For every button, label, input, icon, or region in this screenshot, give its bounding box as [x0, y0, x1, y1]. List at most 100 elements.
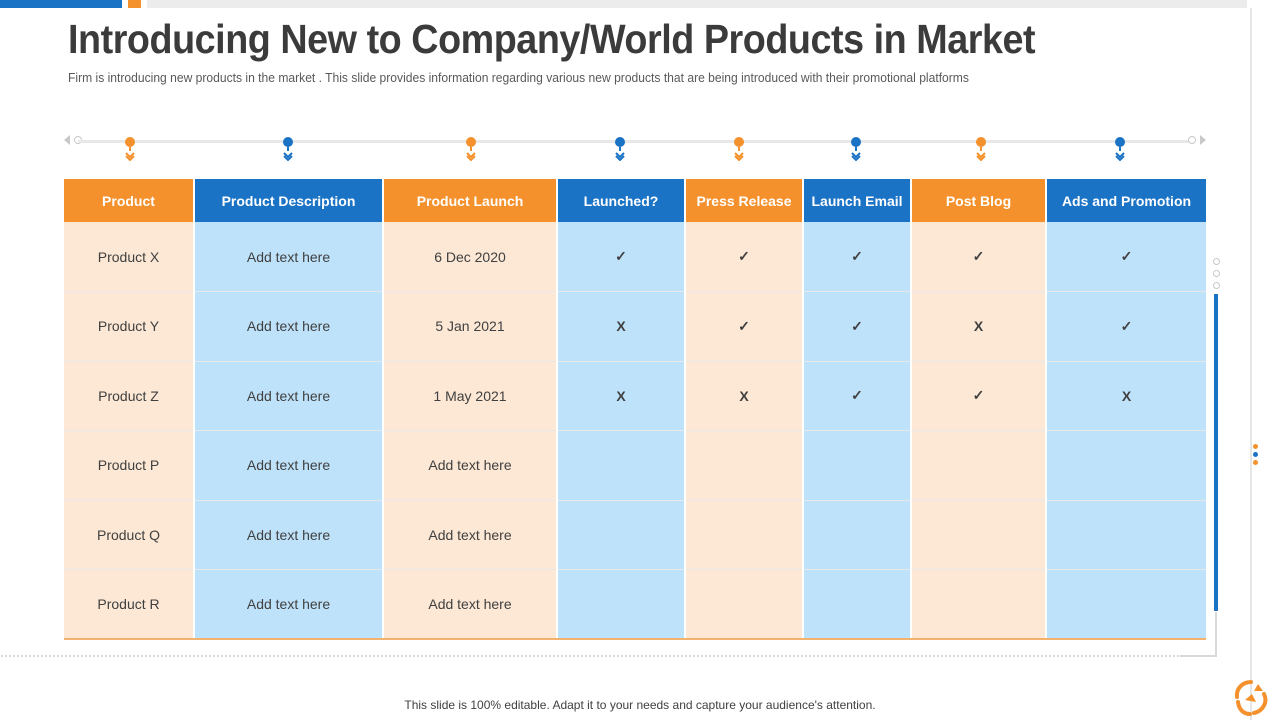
cell-launched: ✓	[557, 222, 686, 292]
cell-ads-promotion	[1046, 569, 1206, 640]
cell-product: Product Z	[64, 361, 195, 431]
cell-ads-promotion	[1046, 500, 1206, 570]
cell-description: Add text here	[194, 430, 384, 501]
slide-subtitle: Firm is introducing new products in the …	[68, 70, 969, 85]
cell-post-blog: ✓	[911, 361, 1047, 431]
table-row: Product Q Add text here Add text here	[64, 500, 1206, 570]
cell-ads-promotion	[1046, 430, 1206, 501]
cell-launch-date: 1 May 2021	[383, 361, 558, 431]
header-product-description: Product Description	[194, 179, 384, 222]
dot-icon	[1253, 444, 1258, 449]
column-timeline	[64, 132, 1206, 172]
cell-press-release: ✓	[685, 222, 804, 292]
cell-ads-promotion: ✓	[1046, 222, 1206, 292]
side-scroll-dots	[1213, 258, 1221, 294]
cell-launched: X	[557, 361, 686, 431]
cell-press-release: X	[685, 361, 804, 431]
header-ads-promotion: Ads and Promotion	[1046, 179, 1206, 222]
cell-launch-date: 5 Jan 2021	[383, 291, 558, 362]
cell-product: Product P	[64, 430, 195, 501]
chevron-down-icon	[615, 152, 625, 161]
cell-launched	[557, 430, 686, 501]
chevron-down-icon	[734, 152, 744, 161]
frame-corner-vertical	[1215, 612, 1217, 656]
dotted-divider	[0, 654, 1180, 658]
cell-description: Add text here	[194, 569, 384, 640]
chevron-down-icon	[125, 152, 135, 161]
cell-launched	[557, 569, 686, 640]
cell-launched	[557, 500, 686, 570]
timeline-end-circle-icon	[1188, 136, 1196, 144]
chevron-down-icon	[283, 152, 293, 161]
timeline-marker-launched	[614, 136, 626, 172]
cell-press-release	[685, 500, 804, 570]
header-product: Product	[64, 179, 195, 222]
product-launch-table: Product Product Description Product Laun…	[64, 179, 1206, 640]
cell-post-blog: X	[911, 291, 1047, 362]
cell-post-blog	[911, 500, 1047, 570]
cell-launch-date: 6 Dec 2020	[383, 222, 558, 292]
chevron-down-icon	[851, 152, 861, 161]
header-launched: Launched?	[557, 179, 686, 222]
circle-icon	[1213, 258, 1220, 265]
table-header-row: Product Product Description Product Laun…	[64, 179, 1206, 222]
cell-product: Product Y	[64, 291, 195, 362]
circle-icon	[1213, 270, 1220, 277]
cell-launched: X	[557, 291, 686, 362]
cell-press-release: ✓	[685, 291, 804, 362]
header-post-blog: Post Blog	[911, 179, 1047, 222]
cell-post-blog: ✓	[911, 222, 1047, 292]
cell-launch-email	[803, 569, 912, 640]
chevron-down-icon	[466, 152, 476, 161]
timeline-marker-press-release	[733, 136, 745, 172]
cell-launch-email: ✓	[803, 361, 912, 431]
timeline-marker-post-blog	[975, 136, 987, 172]
header-launch-email: Launch Email	[803, 179, 912, 222]
table-row: Product X Add text here 6 Dec 2020 ✓ ✓ ✓…	[64, 222, 1206, 292]
cell-press-release	[685, 430, 804, 501]
cell-post-blog	[911, 430, 1047, 501]
slide-title: Introducing New to Company/World Product…	[68, 16, 1036, 62]
top-accent-bar-blue	[0, 0, 122, 8]
cell-product: Product Q	[64, 500, 195, 570]
cell-ads-promotion: ✓	[1046, 291, 1206, 362]
side-mini-dots	[1253, 444, 1259, 468]
cell-description: Add text here	[194, 500, 384, 570]
table-row: Product Y Add text here 5 Jan 2021 X ✓ ✓…	[64, 291, 1206, 362]
cell-post-blog	[911, 569, 1047, 640]
cell-description: Add text here	[194, 222, 384, 292]
cell-product: Product R	[64, 569, 195, 640]
dot-icon	[1253, 452, 1258, 457]
cell-launch-date: Add text here	[383, 569, 558, 640]
cell-launch-date: Add text here	[383, 500, 558, 570]
cell-launch-email	[803, 430, 912, 501]
cell-launch-email: ✓	[803, 291, 912, 362]
table-row: Product Z Add text here 1 May 2021 X X ✓…	[64, 361, 1206, 431]
cell-description: Add text here	[194, 291, 384, 362]
timeline-line	[78, 140, 1192, 143]
dot-icon	[1253, 460, 1258, 465]
cell-launch-email	[803, 500, 912, 570]
top-accent-bar-grey	[147, 0, 1247, 8]
cell-launch-date: Add text here	[383, 430, 558, 501]
top-accent-bar-orange	[128, 0, 141, 8]
recycle-logo-icon	[1234, 680, 1268, 716]
table-row: Product R Add text here Add text here	[64, 569, 1206, 640]
header-product-launch: Product Launch	[383, 179, 558, 222]
circle-icon	[1213, 282, 1220, 289]
frame-corner-horizontal	[1180, 655, 1217, 657]
cell-description: Add text here	[194, 361, 384, 431]
timeline-marker-launch	[465, 136, 477, 172]
footer-note: This slide is 100% editable. Adapt it to…	[404, 698, 876, 712]
cell-product: Product X	[64, 222, 195, 292]
side-accent-bar	[1214, 294, 1218, 611]
timeline-left-arrow-icon	[64, 135, 70, 145]
table-row: Product P Add text here Add text here	[64, 430, 1206, 501]
timeline-marker-description	[282, 136, 294, 172]
cell-ads-promotion: X	[1046, 361, 1206, 431]
timeline-marker-product	[124, 136, 136, 172]
timeline-right-arrow-icon	[1200, 135, 1206, 145]
right-frame-line	[1250, 8, 1252, 720]
timeline-marker-ads	[1114, 136, 1126, 172]
chevron-down-icon	[976, 152, 986, 161]
